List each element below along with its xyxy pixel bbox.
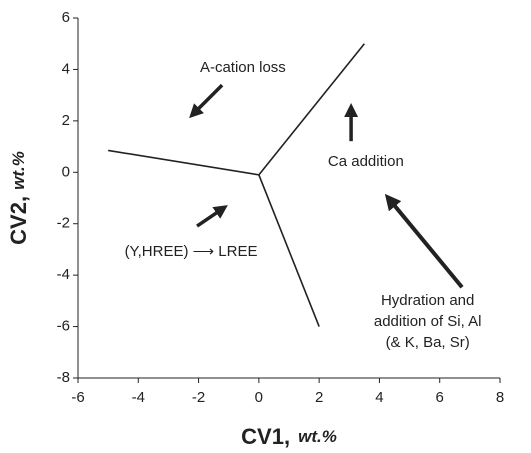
x-tick-label: 6: [436, 389, 444, 406]
x-tick-label: 0: [255, 389, 263, 406]
x-tick-label: 8: [496, 389, 504, 406]
y-tick-label: -4: [57, 266, 70, 283]
y-tick-label: 6: [62, 9, 70, 26]
y-tick-label: -6: [57, 318, 70, 335]
y-label: CV2,: [6, 196, 31, 245]
annotation: A-cation loss: [200, 59, 286, 76]
line: [108, 149, 259, 176]
annotation: Ca addition: [328, 153, 404, 170]
arrow: [196, 205, 228, 228]
x-label-unit: wt.%: [298, 427, 337, 446]
y-tick-label: 4: [62, 60, 70, 77]
y-tick-label: -8: [57, 369, 70, 386]
x-tick-label: 4: [375, 389, 383, 406]
x-axis-label: CV1, wt.%: [241, 424, 337, 449]
x-tick-label: 2: [315, 389, 323, 406]
arrow: [189, 83, 224, 119]
x-label: CV1,: [241, 424, 290, 449]
arrow: [384, 193, 464, 289]
line: [258, 174, 320, 327]
y-axis-label: CV2, wt.%: [6, 151, 31, 245]
annotation: Hydration and: [381, 292, 474, 309]
x-tick-label: -4: [132, 389, 145, 406]
annotation: (& K, Ba, Sr): [386, 334, 470, 351]
annotation: (Y,HREE) ⟶ LREE: [125, 243, 258, 260]
y-tick-label: 0: [62, 163, 70, 180]
x-tick-label: -2: [192, 389, 205, 406]
y-tick-label: -2: [57, 215, 70, 232]
x-tick-label: -6: [71, 389, 84, 406]
y-label-unit: wt.%: [9, 151, 28, 190]
y-tick-label: 2: [62, 112, 70, 129]
annotation: addition of Si, Al: [374, 313, 482, 330]
line: [258, 43, 365, 176]
